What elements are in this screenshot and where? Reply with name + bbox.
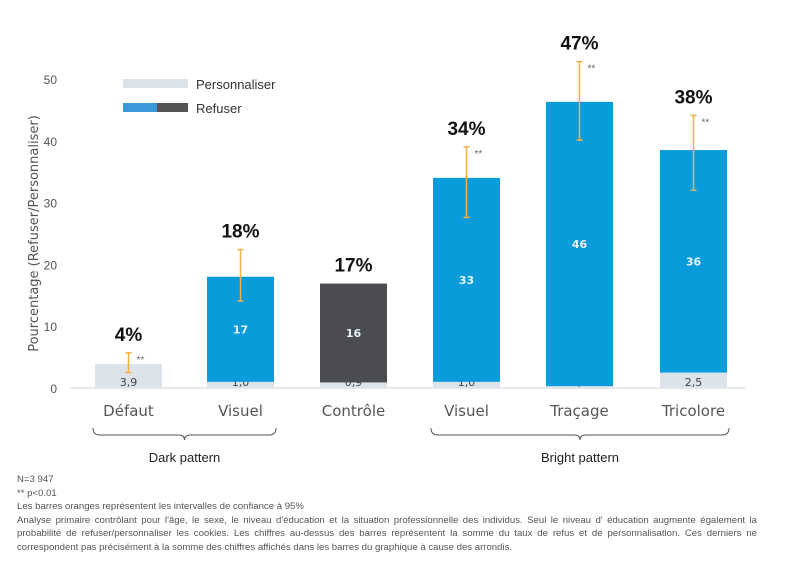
significance-note: ** p<0.01 <box>17 487 57 499</box>
bar-refuser <box>546 101 613 387</box>
legend-label-refuser: Refuser <box>196 101 242 116</box>
group-brace <box>92 427 277 441</box>
y-tick-label: 20 <box>44 258 58 272</box>
bar-personnaliser <box>660 372 727 388</box>
legend-swatch-refuser-dark <box>157 103 188 112</box>
chart-notes: N=3 947 ** p<0.01 Les barres oranges rep… <box>17 473 757 554</box>
data-label-personnaliser: 3,9 <box>120 376 138 389</box>
y-tick-label: 10 <box>44 320 58 334</box>
bar-personnaliser <box>320 382 387 388</box>
stacked-bar-chart: Pourcentage (Refuser/Personnaliser) 0 10 20… <box>27 34 745 465</box>
total-label: 38% <box>674 87 712 108</box>
group-brace <box>430 427 730 441</box>
y-tick-label: 40 <box>44 135 58 149</box>
x-tick-label: Traçage <box>549 402 609 420</box>
data-label-refuser: 17 <box>233 323 248 336</box>
total-label: 4% <box>115 325 143 346</box>
bar-personnaliser <box>433 381 500 388</box>
bar-personnaliser <box>207 381 274 388</box>
significance-marker: ** <box>588 64 596 75</box>
confidence-interval-note: Les barres oranges représentent les inte… <box>17 501 304 512</box>
x-tick-label: Défaut <box>103 402 154 420</box>
y-tick-label: 0 <box>50 382 57 396</box>
group-label: Dark pattern <box>149 450 221 465</box>
y-tick-label: 30 <box>44 197 58 211</box>
group-label: Bright pattern <box>541 450 619 465</box>
bar-refuser <box>320 283 387 383</box>
significance-marker: ** <box>475 149 483 160</box>
bar-personnaliser <box>546 386 613 388</box>
x-tick-label: Visuel <box>444 402 489 420</box>
total-label: 34% <box>447 119 485 140</box>
legend-swatch-refuser-blue <box>123 103 157 112</box>
data-label-refuser: 46 <box>572 238 588 251</box>
y-axis-label: Pourcentage (Refuser/Personnaliser) <box>27 115 42 352</box>
x-tick-label: Visuel <box>218 402 263 420</box>
data-label-refuser: 36 <box>686 255 702 268</box>
sample-size-note: N=3 947 <box>17 474 54 485</box>
significance-marker: ** <box>702 117 710 128</box>
legend-swatch-personnaliser <box>123 79 188 88</box>
data-label-refuser: 33 <box>459 274 474 287</box>
y-tick-label: 50 <box>44 73 58 87</box>
total-label: 17% <box>334 256 372 277</box>
legend-label-personnaliser: Personnaliser <box>196 77 276 92</box>
significance-marker: ** <box>137 355 145 366</box>
data-label-refuser: 16 <box>346 327 362 340</box>
total-label: 47% <box>560 34 598 55</box>
x-tick-label: Contrôle <box>322 402 385 420</box>
data-label-personnaliser: 2,5 <box>685 376 703 389</box>
x-tick-label: Tricolore <box>661 402 725 420</box>
analysis-note: Analyse primaire contrôlant pour l'âge, … <box>17 514 757 553</box>
total-label: 18% <box>221 222 259 243</box>
